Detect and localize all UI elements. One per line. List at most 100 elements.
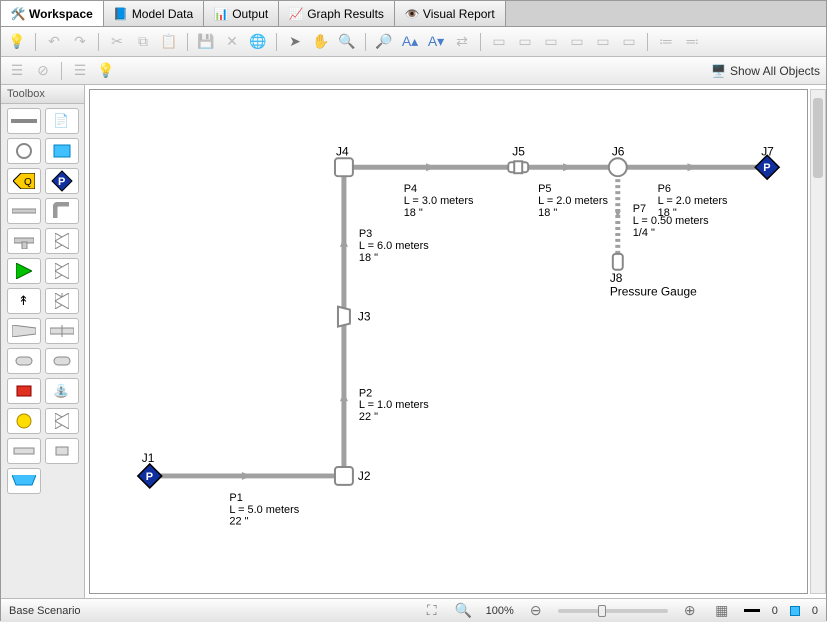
zoom-status-icon[interactable]: 🔍: [454, 601, 474, 621]
status-bar: Base Scenario ⛶ 🔍 100% ⊖ ⊕ ▦ 0 0: [1, 598, 826, 622]
svg-text:L = 1.0 meters: L = 1.0 meters: [359, 399, 429, 411]
tool-annotation[interactable]: 📄: [45, 108, 79, 134]
svg-text:J7: J7: [761, 144, 774, 158]
svg-text:P5: P5: [538, 183, 551, 195]
tool-reducer[interactable]: [7, 318, 41, 344]
grp5-icon[interactable]: ▭: [593, 32, 613, 52]
tool-relief[interactable]: ↟: [7, 288, 41, 314]
tool-p[interactable]: P: [45, 168, 79, 194]
diagram: P1L = 5.0 meters22 "P2L = 1.0 meters22 "…: [90, 90, 807, 593]
status-right2: 0: [812, 605, 818, 617]
zoom-in-icon[interactable]: ⊕: [680, 601, 700, 621]
layers-icon[interactable]: ☰: [70, 61, 90, 81]
tool-elbow[interactable]: [45, 198, 79, 224]
zoom-label: 100%: [486, 605, 514, 617]
zoom-slider[interactable]: [558, 609, 668, 613]
tool-valve2[interactable]: [45, 258, 79, 284]
dist-icon[interactable]: ≕: [682, 32, 702, 52]
vr-icon: 👁️: [405, 7, 419, 21]
tool-circle[interactable]: [7, 138, 41, 164]
tool-hex1[interactable]: [7, 348, 41, 374]
tool-valve1[interactable]: [45, 228, 79, 254]
svg-text:18 ": 18 ": [404, 207, 423, 219]
svg-text:P4: P4: [404, 183, 417, 195]
tool-reservoir[interactable]: [45, 138, 79, 164]
svg-text:P: P: [146, 471, 153, 483]
pointer-icon[interactable]: ➤: [285, 32, 305, 52]
tool-pump-red[interactable]: [7, 378, 41, 404]
grp4-icon[interactable]: ▭: [567, 32, 587, 52]
save-icon[interactable]: 💾: [196, 32, 216, 52]
show-all-label: Show All Objects: [730, 64, 820, 78]
grp3-icon[interactable]: ▭: [541, 32, 561, 52]
tool-generic1[interactable]: [7, 438, 41, 464]
svg-text:22 ": 22 ": [229, 516, 248, 528]
tab-visual-report[interactable]: 👁️Visual Report: [395, 1, 506, 26]
svg-text:L = 2.0 meters: L = 2.0 meters: [538, 195, 608, 207]
tool-control[interactable]: [45, 288, 79, 314]
find-icon[interactable]: 🔎: [374, 32, 394, 52]
grp2-icon[interactable]: ▭: [515, 32, 535, 52]
tool-hex2[interactable]: [45, 348, 79, 374]
tool-pipe[interactable]: [7, 108, 41, 134]
zoom-out-icon[interactable]: ⊖: [526, 601, 546, 621]
svg-text:P: P: [763, 162, 770, 174]
tool-spray[interactable]: ⛲: [45, 378, 79, 404]
bulb-icon[interactable]: 💡: [96, 61, 116, 81]
svg-text:Pressure Gauge: Pressure Gauge: [610, 285, 697, 299]
tab-graph-results[interactable]: 📈Graph Results: [279, 1, 395, 26]
redo-icon[interactable]: ↷: [70, 32, 90, 52]
undo-icon[interactable]: ↶: [44, 32, 64, 52]
font-inc-icon[interactable]: A▴: [400, 32, 420, 52]
tool-check[interactable]: [7, 258, 41, 284]
toolbox-title: Toolbox: [1, 85, 84, 104]
pan-icon[interactable]: ✋: [311, 32, 331, 52]
tool-pump-yellow[interactable]: [7, 408, 41, 434]
grid-icon[interactable]: ▦: [712, 601, 732, 621]
toolbox: Toolbox 📄 Q P ↟ ⛲: [1, 85, 85, 598]
align-icon[interactable]: ≔: [656, 32, 676, 52]
tool-q[interactable]: Q: [7, 168, 41, 194]
tool-tee[interactable]: [7, 228, 41, 254]
svg-text:J4: J4: [336, 144, 349, 158]
out-icon: 📊: [214, 7, 228, 21]
block-icon[interactable]: ⊘: [33, 61, 53, 81]
svg-text:J1: J1: [142, 451, 155, 465]
copy-icon[interactable]: ⧉: [133, 32, 153, 52]
svg-text:J3: J3: [358, 310, 371, 324]
status-node-icon: [790, 606, 800, 616]
svg-text:L = 5.0 meters: L = 5.0 meters: [229, 504, 299, 516]
svg-text:J6: J6: [612, 144, 625, 158]
tool-branch[interactable]: [7, 198, 41, 224]
tab-model-data[interactable]: 📘Model Data: [104, 1, 204, 26]
fit-icon[interactable]: ⛶: [422, 601, 442, 621]
list-icon[interactable]: ☰: [7, 61, 27, 81]
tool-generic2[interactable]: [45, 438, 79, 464]
tab-workspace[interactable]: 🛠️Workspace: [1, 1, 104, 26]
vertical-scrollbar[interactable]: [810, 89, 826, 594]
tab-output[interactable]: 📊Output: [204, 1, 279, 26]
status-pipe-icon: [744, 609, 760, 612]
zoom-icon[interactable]: 🔍: [337, 32, 357, 52]
svg-text:J2: J2: [358, 469, 371, 483]
workspace-canvas[interactable]: P1L = 5.0 meters22 "P2L = 1.0 meters22 "…: [89, 89, 808, 594]
tool-orifice[interactable]: [45, 318, 79, 344]
cut-icon[interactable]: ✂: [107, 32, 127, 52]
help-icon[interactable]: 💡: [7, 32, 27, 52]
svg-text:J8: J8: [610, 271, 623, 285]
globe-icon[interactable]: 🌐: [248, 32, 268, 52]
grp1-icon[interactable]: ▭: [489, 32, 509, 52]
tool-valve3[interactable]: [45, 408, 79, 434]
svg-text:L = 2.0 meters: L = 2.0 meters: [658, 195, 728, 207]
paste-icon[interactable]: 📋: [159, 32, 179, 52]
svg-text:P6: P6: [658, 183, 671, 195]
tool-tray[interactable]: [7, 468, 41, 494]
svg-text:P: P: [58, 176, 65, 188]
font-dec-icon[interactable]: A▾: [426, 32, 446, 52]
swap-icon[interactable]: ⇄: [452, 32, 472, 52]
svg-text:22 ": 22 ": [359, 411, 378, 423]
tab-bar: 🛠️Workspace📘Model Data📊Output📈Graph Resu…: [1, 1, 826, 27]
show-all-button[interactable]: 🖥️ Show All Objects: [711, 64, 820, 78]
grp6-icon[interactable]: ▭: [619, 32, 639, 52]
delete-icon[interactable]: ✕: [222, 32, 242, 52]
